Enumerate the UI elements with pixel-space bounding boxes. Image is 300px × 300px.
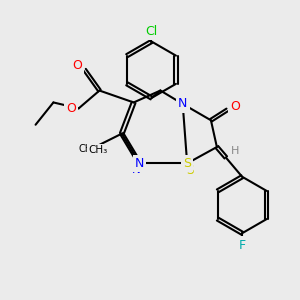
Text: N: N xyxy=(181,94,190,107)
Text: S: S xyxy=(186,164,194,177)
Text: Cl: Cl xyxy=(146,25,157,38)
Text: F: F xyxy=(239,238,245,252)
Text: F: F xyxy=(238,238,246,252)
Text: O: O xyxy=(66,102,76,115)
Text: Cl: Cl xyxy=(146,25,158,38)
Text: O: O xyxy=(74,59,83,72)
Text: S: S xyxy=(183,157,191,170)
Text: S: S xyxy=(184,157,191,170)
Text: H: H xyxy=(229,146,237,156)
Text: O: O xyxy=(68,103,77,116)
Text: H: H xyxy=(231,146,239,156)
Text: O: O xyxy=(229,100,238,113)
Text: N: N xyxy=(135,157,144,170)
Text: CH₃: CH₃ xyxy=(88,145,108,155)
Text: N: N xyxy=(178,98,188,110)
Text: N: N xyxy=(132,163,141,176)
Text: N: N xyxy=(135,157,144,170)
Text: CH₃: CH₃ xyxy=(79,143,97,154)
Text: N: N xyxy=(178,98,187,110)
Text: O: O xyxy=(72,59,82,72)
Text: O: O xyxy=(230,100,240,113)
